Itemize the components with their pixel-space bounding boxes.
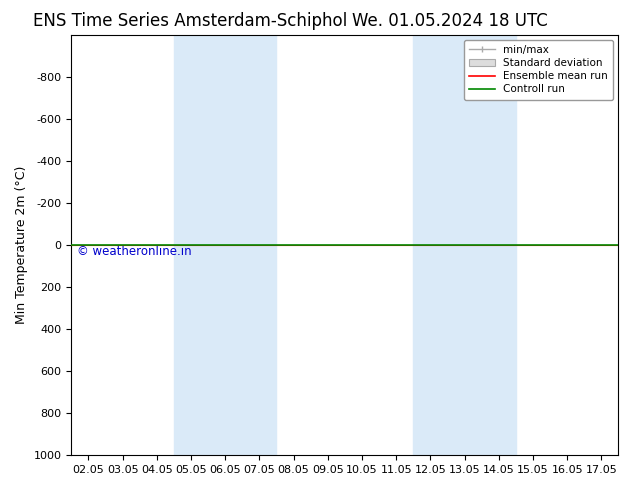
Bar <box>413 35 516 455</box>
Text: ENS Time Series Amsterdam-Schiphol: ENS Time Series Amsterdam-Schiphol <box>33 12 347 30</box>
Text: We. 01.05.2024 18 UTC: We. 01.05.2024 18 UTC <box>353 12 548 30</box>
Y-axis label: Min Temperature 2m (°C): Min Temperature 2m (°C) <box>15 166 28 324</box>
Bar <box>174 35 276 455</box>
Legend: min/max, Standard deviation, Ensemble mean run, Controll run: min/max, Standard deviation, Ensemble me… <box>463 40 613 99</box>
Text: © weatheronline.in: © weatheronline.in <box>77 245 191 258</box>
